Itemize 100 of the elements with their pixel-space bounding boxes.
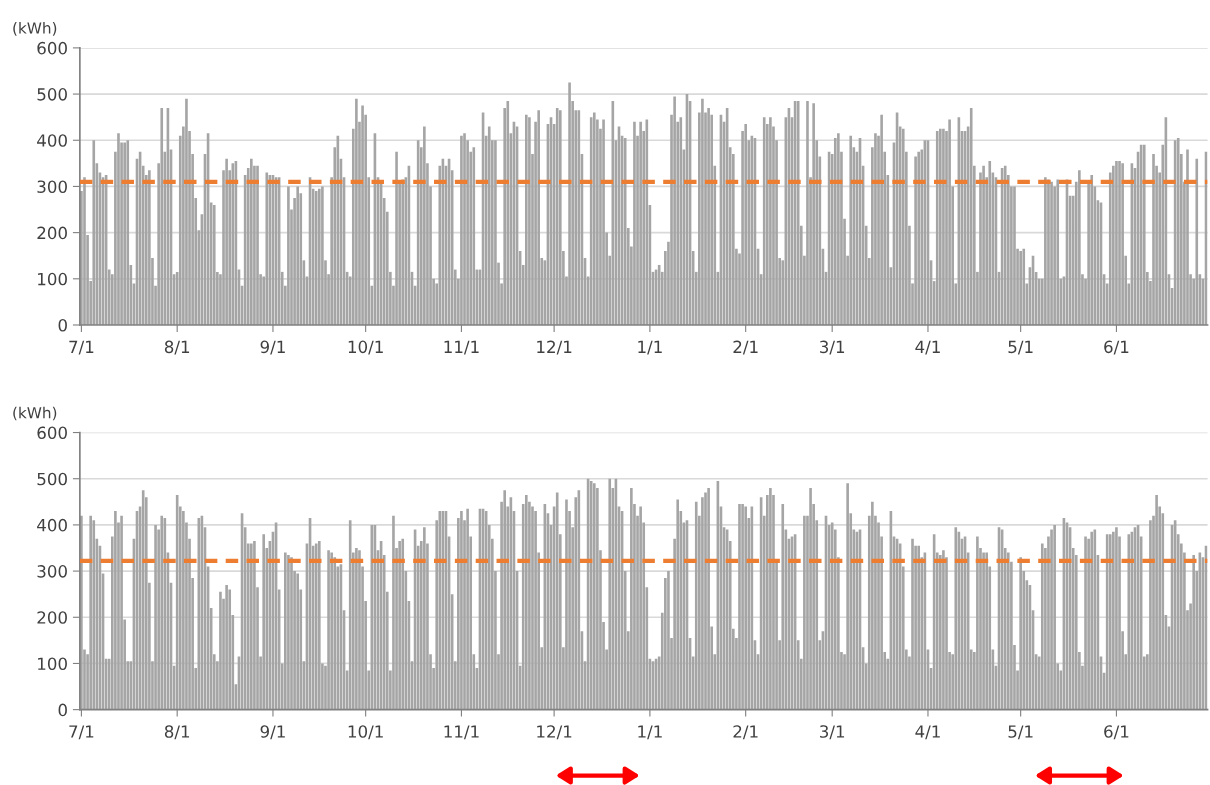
bar [317,188,321,325]
y-tick-label: 0 [58,318,67,332]
x-tick-label: 12/1 [537,340,572,355]
x-tick-label: 3/1 [820,340,845,355]
bar [327,550,330,710]
bar [1155,494,1158,710]
bar [460,135,463,325]
y-tick-label: 400 [37,134,67,147]
bar [985,552,988,710]
y-tick-label: 0 [58,703,67,717]
bar [398,541,401,710]
bar [633,121,636,325]
bar [114,511,117,710]
y-tick-label: 600 [37,41,67,55]
bar [494,140,497,325]
bar [1022,248,1026,325]
bar [219,591,222,710]
y-tick-label: 500 [37,88,67,101]
bar [880,114,883,325]
x-tick-label: 5/1 [1008,725,1033,740]
bar [1121,163,1124,325]
bar [1053,524,1056,710]
x-tick-label: 4/1 [915,725,940,740]
bar [812,103,815,325]
x-tick-label: 10/1 [348,340,383,355]
bar [701,98,704,325]
bar [1186,149,1189,325]
bar [602,119,605,325]
bar [914,156,917,325]
bar [355,548,358,710]
bar [92,140,96,325]
bar [83,177,86,325]
bar [1149,520,1152,710]
y-tick-label: 200 [37,226,67,240]
bar [401,538,405,710]
bar [321,186,324,325]
bar [565,499,568,710]
y-tick-label: 600 [37,426,67,440]
bar [466,508,469,710]
bar [160,107,164,325]
bar [225,584,228,710]
bar [1044,177,1047,325]
bar [988,161,992,325]
bar [1040,543,1044,710]
x-tick-label: 2/1 [733,340,758,355]
bar [694,501,698,710]
bar [667,571,670,710]
bar [741,504,744,710]
y-tick-label: 500 [37,472,67,486]
bar [284,552,287,710]
bar [1084,536,1087,710]
bar [568,82,571,325]
bar [982,552,985,710]
y-tick-label: 400 [37,518,67,532]
bar [506,101,510,325]
bar [1019,557,1022,710]
y-tick-label: 300 [37,565,67,578]
bar [744,506,747,710]
bar [1195,158,1199,325]
bar [1056,179,1060,325]
bar [250,543,253,710]
bar [935,131,939,325]
bar [645,119,649,325]
bar [676,499,680,710]
y-tick-label: 100 [38,272,67,286]
bar [503,490,506,710]
bar [250,158,253,325]
bar [154,524,157,710]
bar [939,554,942,710]
bar [423,126,426,325]
bar [1192,554,1195,710]
bar [287,554,290,710]
bar [803,515,806,710]
x-tick-label: 8/1 [164,340,190,355]
bar [123,142,126,325]
bar [287,186,290,325]
bar [589,117,593,325]
bar [1093,529,1097,710]
y-tick-label: 100 [38,657,67,671]
x-tick-label: 3/1 [820,725,845,740]
bar [939,128,942,325]
bar [969,107,973,325]
bar [92,520,96,710]
bar [639,121,642,325]
bar [355,98,358,325]
bar [762,117,766,325]
bar [982,165,985,325]
bar [942,128,945,325]
bar [148,170,151,325]
bar [317,541,321,710]
bar [769,487,772,710]
bar [1013,186,1016,325]
bar [296,186,299,325]
bar [330,552,333,710]
bar [528,117,531,325]
bar [849,135,853,325]
bar [555,492,559,710]
x-tick-label: 9/1 [260,725,285,740]
bar [833,137,837,325]
bar [871,501,874,710]
